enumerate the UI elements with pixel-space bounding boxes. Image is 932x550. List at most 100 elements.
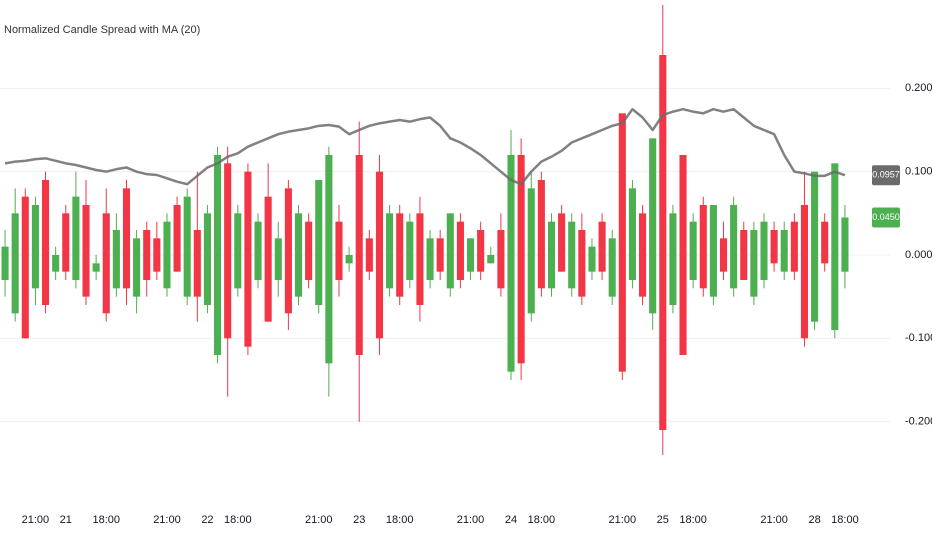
x-tick-label: 21:00 xyxy=(153,514,181,526)
price-badge xyxy=(872,207,900,228)
x-tick-label: 22 xyxy=(201,514,213,526)
candle-body xyxy=(1,246,9,280)
candle-body xyxy=(558,213,566,272)
candle-body xyxy=(466,238,475,272)
candle-body xyxy=(517,155,525,364)
x-tick-label: 18:00 xyxy=(528,514,556,526)
candle-body xyxy=(811,171,819,322)
candle-body xyxy=(72,196,80,280)
candle-body xyxy=(355,155,363,355)
candle-body xyxy=(689,221,697,280)
candle-body xyxy=(153,238,161,272)
candle-body xyxy=(163,221,171,289)
candle-body xyxy=(122,188,131,289)
candle-body xyxy=(527,188,535,314)
candle-body xyxy=(284,188,292,314)
y-tick-label: 0.0000 xyxy=(905,249,932,261)
candle-body xyxy=(234,213,242,289)
candle-body xyxy=(21,196,29,339)
candle-body xyxy=(315,180,323,305)
x-tick-label: 18:00 xyxy=(92,514,120,526)
candle-body xyxy=(507,155,515,372)
candle-body xyxy=(456,221,464,280)
candle-body xyxy=(133,238,141,297)
candle-body xyxy=(446,213,454,289)
candle-body xyxy=(31,205,39,289)
x-tick-label: 21:00 xyxy=(22,514,50,526)
candle-body xyxy=(426,238,434,280)
x-tick-label: 25 xyxy=(657,514,669,526)
candle-body xyxy=(143,230,151,280)
candle-body xyxy=(578,230,586,297)
candle-body xyxy=(203,213,211,305)
candle-body xyxy=(325,155,333,364)
candle-body xyxy=(11,213,19,314)
candle-body xyxy=(173,205,181,272)
x-tick-label: 18:00 xyxy=(386,514,414,526)
candle-body xyxy=(477,230,485,272)
candle-body xyxy=(406,221,414,280)
candle-body xyxy=(274,238,282,280)
x-tick-label: 21:00 xyxy=(457,514,485,526)
candle-body xyxy=(41,180,50,305)
candle-body xyxy=(365,238,373,272)
candle-body xyxy=(740,230,748,280)
candle-body xyxy=(831,163,839,330)
x-tick-label: 23 xyxy=(353,514,365,526)
candle-body xyxy=(92,263,100,272)
candle-body xyxy=(183,196,191,297)
candle-body xyxy=(224,163,232,339)
x-tick-label: 28 xyxy=(808,514,820,526)
candle-body xyxy=(750,230,758,297)
candle-body xyxy=(598,221,606,272)
candle-body xyxy=(254,221,262,280)
candle-body xyxy=(608,238,616,297)
candle-body xyxy=(770,230,778,264)
x-tick-label: 21:00 xyxy=(305,514,333,526)
candle-body xyxy=(547,221,556,289)
price-badge xyxy=(872,165,900,186)
x-tick-label: 21:00 xyxy=(760,514,788,526)
candle-body xyxy=(396,213,404,297)
chart-title: Normalized Candle Spread with MA (20) xyxy=(4,24,200,36)
candle-body xyxy=(760,221,768,280)
candle-body xyxy=(214,155,222,355)
candle-body xyxy=(497,230,505,289)
candle-body xyxy=(294,213,303,297)
candle-body xyxy=(821,221,829,264)
candle-body xyxy=(659,55,667,430)
candle-body xyxy=(790,221,798,272)
x-tick-label: 24 xyxy=(505,514,517,526)
candle-body xyxy=(588,246,596,272)
candle-body xyxy=(335,221,343,280)
candle-body xyxy=(82,205,90,297)
candle-body xyxy=(193,230,201,297)
candle-body xyxy=(62,213,70,272)
candle-body xyxy=(669,213,677,305)
candle-body xyxy=(345,255,353,264)
price-badge-label: 0.0450 xyxy=(872,212,900,222)
candle-body xyxy=(487,255,495,264)
candle-body xyxy=(719,238,728,272)
candle-body xyxy=(628,188,636,280)
candle-body xyxy=(780,230,788,272)
x-tick-label: 21:00 xyxy=(609,514,637,526)
x-tick-label: 18:00 xyxy=(831,514,859,526)
candle-body xyxy=(699,205,707,289)
candle-body xyxy=(730,205,738,289)
price-badge-label: 0.0957 xyxy=(872,170,900,180)
candle-body xyxy=(436,238,444,272)
candle-body xyxy=(416,213,424,305)
candle-body xyxy=(112,230,120,289)
candle-body xyxy=(386,213,394,289)
candle-body xyxy=(375,171,384,339)
candle-body xyxy=(679,155,687,355)
candle-body xyxy=(649,138,657,314)
candle-body xyxy=(618,113,626,372)
candle-body xyxy=(264,196,272,322)
